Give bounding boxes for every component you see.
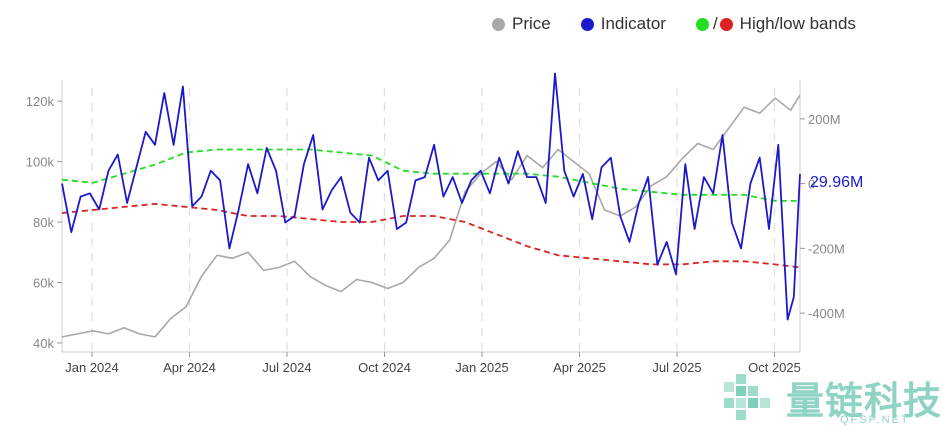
low-band-dot-icon: [719, 17, 733, 31]
y-right-tick-label: -400M: [808, 306, 845, 321]
legend-price-label: Price: [512, 14, 551, 33]
y-left-tick-label: 120k: [26, 94, 55, 109]
legend-indicator[interactable]: Indicator: [580, 14, 666, 34]
x-tick-label: Apr 2025: [553, 360, 606, 375]
high-band-dot-icon: [695, 17, 709, 31]
y-right-tick-label: 200M: [808, 112, 841, 127]
x-tick-label: Jan 2025: [455, 360, 509, 375]
watermark-logo-icon: [724, 374, 770, 420]
indicator-dot-icon: [580, 17, 594, 31]
legend: Price Indicator / High/low bands: [492, 14, 886, 34]
x-tick-label: Oct 2025: [748, 360, 801, 375]
price-dot-icon: [492, 17, 505, 31]
y-right-tick-label: -200M: [808, 241, 845, 256]
y-left-tick-label: 100k: [26, 155, 55, 170]
x-tick-label: Oct 2024: [358, 360, 411, 375]
indicator-callout-label: 29.96M: [810, 174, 863, 191]
y-right-tick-label: 0: [808, 177, 815, 192]
legend-price[interactable]: Price: [492, 14, 551, 34]
watermark: 量链科技 QFSP.NET: [722, 370, 942, 430]
legend-bands-label: High/low bands: [739, 14, 856, 33]
legend-bands-slash: /: [712, 14, 718, 33]
watermark-text: 量链科技: [786, 379, 942, 423]
x-tick-label: Apr 2024: [163, 360, 216, 375]
x-tick-label: Jul 2025: [652, 360, 701, 375]
price-line: [61, 94, 801, 338]
legend-indicator-label: Indicator: [600, 14, 666, 33]
legend-bands[interactable]: / High/low bands: [695, 14, 856, 34]
y-left-tick-label: 60k: [33, 275, 54, 290]
y-left-tick-label: 40k: [33, 336, 54, 351]
indicator-line: [61, 72, 801, 321]
watermark-sub: QFSP.NET: [840, 414, 910, 426]
low-band-line: [61, 202, 801, 269]
x-tick-label: Jul 2024: [262, 360, 311, 375]
x-tick-label: Jan 2024: [65, 360, 119, 375]
y-left-tick-label: 80k: [33, 215, 54, 230]
